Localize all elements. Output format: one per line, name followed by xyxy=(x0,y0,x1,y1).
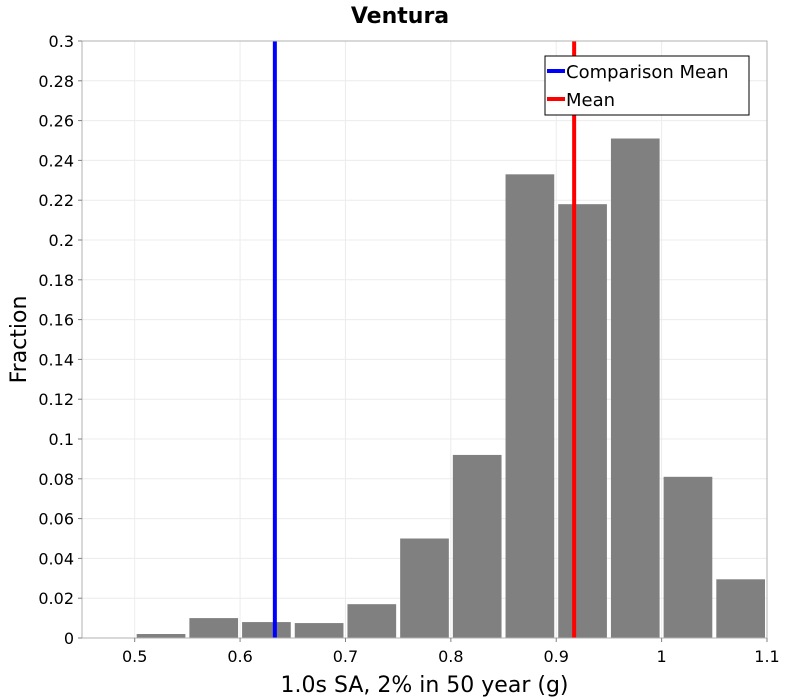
histogram-bar xyxy=(189,618,239,638)
histogram-bar xyxy=(610,138,660,638)
y-axis-ticks: 0 0.02 0.04 0.06 0.08 0.1 0.12 0.14 0.16 0.18 0.2 0… xyxy=(38,32,82,648)
histogram-bar xyxy=(663,476,713,638)
y-tick-label: 0.14 xyxy=(38,350,74,369)
legend-label-mean: Mean xyxy=(566,90,615,111)
y-tick-label: 0.08 xyxy=(38,470,74,489)
histogram-bar xyxy=(400,538,449,638)
y-tick-label: 0.06 xyxy=(38,510,74,529)
mean-lines xyxy=(272,41,577,638)
legend: Comparison Mean Mean xyxy=(544,55,750,116)
chart-title: Ventura xyxy=(351,4,449,29)
histogram-bar xyxy=(294,623,344,638)
x-tick-label: 1.1 xyxy=(754,647,779,666)
histogram-bar xyxy=(347,604,397,638)
histogram-bar xyxy=(136,634,186,638)
histogram-bar xyxy=(558,204,607,638)
y-tick-label: 0.18 xyxy=(38,271,74,290)
histogram-bar xyxy=(716,579,765,638)
histogram-bar xyxy=(505,174,555,638)
y-tick-label: 0.24 xyxy=(38,151,74,170)
x-tick-label: 0.6 xyxy=(227,647,252,666)
y-tick-label: 0 xyxy=(64,629,74,648)
y-tick-label: 0.26 xyxy=(38,112,74,131)
y-tick-label: 0.22 xyxy=(38,191,74,210)
x-axis-ticks: 0.5 0.6 0.7 0.8 0.9 1 1.1 xyxy=(122,638,780,666)
x-tick-label: 0.8 xyxy=(438,647,463,666)
y-tick-label: 0.02 xyxy=(38,589,74,608)
legend-box xyxy=(544,55,750,116)
x-tick-label: 1 xyxy=(657,647,667,666)
y-axis-label: Fraction xyxy=(7,296,32,384)
histogram-bar xyxy=(452,454,502,638)
y-tick-label: 0.28 xyxy=(38,72,74,91)
x-tick-label: 0.9 xyxy=(544,647,569,666)
plot-frame xyxy=(81,40,768,639)
legend-label-comparison-mean: Comparison Mean xyxy=(566,62,729,83)
histogram-bar xyxy=(242,622,291,638)
y-tick-label: 0.1 xyxy=(49,430,74,449)
y-tick-label: 0.2 xyxy=(49,231,74,250)
y-tick-label: 0.04 xyxy=(38,549,74,568)
x-tick-label: 0.5 xyxy=(122,647,147,666)
x-axis-label: 1.0s SA, 2% in 50 year (g) xyxy=(281,673,569,698)
y-tick-label: 0.3 xyxy=(49,32,74,51)
x-tick-label: 0.7 xyxy=(333,647,358,666)
y-tick-label: 0.16 xyxy=(38,311,74,330)
y-tick-label: 0.12 xyxy=(38,390,74,409)
histogram-bars xyxy=(136,138,765,638)
